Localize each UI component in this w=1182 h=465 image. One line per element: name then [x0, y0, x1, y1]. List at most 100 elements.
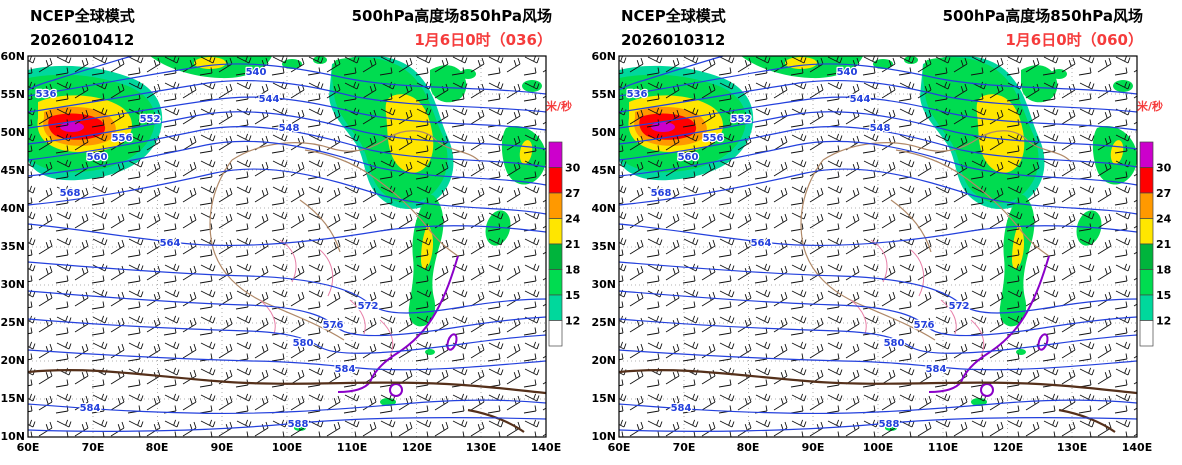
contour-label: 552: [140, 114, 161, 125]
lon-label: 120E: [993, 441, 1023, 454]
contour-584b: [27, 399, 547, 415]
contour-548: [618, 96, 1138, 131]
legend-value: 24: [565, 213, 581, 226]
legend-swatch: [548, 141, 563, 168]
contour-label: 556: [112, 133, 133, 144]
contour-label: 540: [837, 67, 858, 78]
contour-label: 536: [36, 89, 57, 100]
border-north: [822, 130, 1072, 163]
contour-label: 572: [949, 301, 970, 312]
init-time: 2026010312: [621, 31, 725, 49]
contour-556: [27, 125, 547, 168]
contour-536: [618, 55, 724, 91]
legend-value: 21: [565, 238, 580, 251]
lat-label: 20N: [0, 354, 25, 367]
lat-label: 15N: [591, 392, 616, 405]
lon-label: 80E: [146, 441, 169, 454]
lat-label: 35N: [0, 240, 25, 253]
lon-label: 140E: [1122, 441, 1152, 454]
field-title: 500hPa高度场850hPa风场: [943, 7, 1143, 25]
contour-544: [27, 79, 547, 113]
lon-label: 110E: [928, 441, 958, 454]
contour-label: 544: [259, 94, 280, 105]
thick-brown-lines: [27, 369, 547, 433]
contour-label: 580: [293, 338, 314, 349]
model-name: NCEP全球模式: [621, 7, 726, 25]
field-title: 500hPa高度场850hPa风场: [352, 7, 552, 25]
contour-label: 544: [850, 94, 871, 105]
island-hainan: [980, 383, 994, 397]
wind-speed-legend: 米/秒 30 27 24 21 18 15 12: [1136, 99, 1172, 347]
lat-label: 45N: [0, 164, 25, 177]
coast-se-china: [337, 255, 459, 393]
contour-label: 588: [288, 419, 309, 430]
brown-line-south: [618, 369, 1138, 395]
legend-value: 24: [1156, 213, 1172, 226]
legend-value: 12: [565, 315, 580, 328]
contour-label: 536: [627, 89, 648, 100]
lon-label: 90E: [802, 441, 825, 454]
legend-swatch: [548, 192, 563, 219]
lon-axis-labels: 60E 70E 80E 90E 100E 110E 120E 130E 140E: [17, 441, 562, 454]
legend-swatch: [1139, 141, 1154, 168]
border-east: [895, 149, 1050, 257]
lat-label: 50N: [0, 126, 25, 139]
legend-unit-label: 米/秒: [545, 99, 572, 113]
contour-564: [27, 223, 547, 247]
legend-swatch: [1139, 320, 1154, 347]
contour-label: 576: [914, 320, 935, 331]
thick-brown-lines: [618, 369, 1138, 433]
contour-580: [618, 318, 1138, 354]
lat-label: 25N: [0, 316, 25, 329]
lat-label: 25N: [591, 316, 616, 329]
country-borders: [209, 130, 481, 341]
lon-label: 100E: [272, 441, 302, 454]
brown-line-south: [27, 369, 547, 395]
contour-label: 584: [335, 364, 356, 375]
height-contours: [618, 55, 1138, 432]
wind-barbs-layer: [28, 56, 546, 437]
border-interior: [890, 199, 932, 253]
contour-544: [618, 79, 1138, 113]
map-frame: [618, 55, 1138, 438]
contour-label: 540: [246, 67, 267, 78]
province-borders: [850, 239, 985, 357]
legend-swatch: [1139, 167, 1154, 194]
contour-label: 568: [60, 188, 81, 199]
legend-swatch: [1139, 294, 1154, 321]
contour-568: [618, 168, 1138, 215]
init-time: 2026010412: [30, 31, 134, 49]
border-east: [304, 149, 459, 257]
contour-label: 548: [870, 123, 891, 134]
lat-label: 40N: [0, 202, 25, 215]
contour-576: [618, 290, 1138, 337]
legend-swatch: [548, 294, 563, 321]
forecast-panel: NCEP全球模式 500hPa高度场850hPa风场 2026010312 1月…: [591, 7, 1172, 454]
lon-label: 120E: [402, 441, 432, 454]
legend-swatch: [1139, 192, 1154, 219]
legend-value: 30: [565, 162, 581, 175]
island-taiwan: [446, 333, 458, 351]
contour-label: 568: [651, 188, 672, 199]
contour-584a: [618, 349, 1138, 371]
legend-value: 27: [565, 187, 580, 200]
brown-line-se: [467, 408, 525, 433]
legend-value: 18: [1156, 264, 1171, 277]
contour-560: [618, 140, 1138, 186]
contour-548: [27, 96, 547, 131]
border-west-south: [209, 159, 345, 341]
lat-label: 60N: [591, 50, 616, 63]
lon-axis-labels: 60E 70E 80E 90E 100E 110E 120E 130E 140E: [608, 441, 1153, 454]
lat-label: 30N: [0, 278, 25, 291]
contour-572: [27, 261, 547, 314]
lat-label: 15N: [0, 392, 25, 405]
legend-swatch: [548, 243, 563, 270]
lat-label: 20N: [591, 354, 616, 367]
map-frame: [27, 55, 547, 438]
legend-swatch: [1139, 269, 1154, 296]
contour-584a: [27, 349, 547, 371]
legend-value: 18: [565, 264, 580, 277]
lat-label: 10N: [0, 430, 25, 443]
contour-564: [618, 223, 1138, 247]
contour-label: 556: [703, 133, 724, 144]
